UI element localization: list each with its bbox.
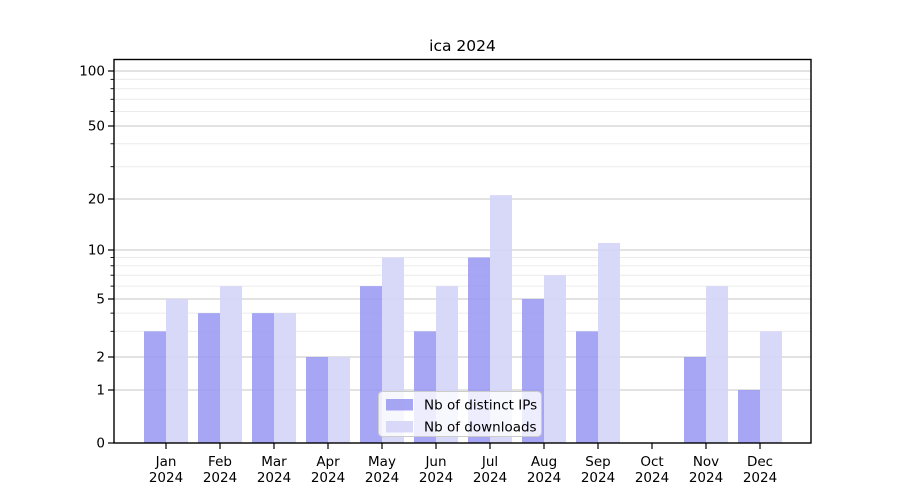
bar-distinct-ips-apr [306,357,328,443]
x-tick-label-month: Apr [316,454,340,470]
bar-distinct-ips-may [360,286,382,443]
x-tick-label-month: Oct [640,454,663,470]
x-tick-label-month: Mar [261,454,287,470]
axis-tick-marks [108,70,761,449]
y-axis-tick-labels: 0 1 2 5 10 20 50 100 [79,64,105,452]
bar-downloads-nov [706,286,728,443]
x-tick-label-month: Jul [481,454,498,470]
bar-downloads-apr [328,357,350,443]
bar-distinct-ips-nov [684,357,706,443]
bar-distinct-ips-sep [576,331,598,443]
chart-title: ica 2024 [429,37,496,55]
bar-downloads-jul [490,195,512,443]
y-tick-label: 0 [96,436,105,452]
y-tick-label: 20 [88,192,105,208]
bar-downloads-feb [220,286,242,443]
bar-distinct-ips-jan [144,331,166,443]
x-tick-label-year: 2024 [257,470,291,486]
x-tick-label-year: 2024 [743,470,777,486]
bar-downloads-dec [760,331,782,443]
x-tick-label-month: Jun [424,454,446,470]
x-tick-label-month: May [368,454,396,470]
y-tick-label: 2 [96,350,105,366]
x-tick-label-year: 2024 [689,470,723,486]
bar-downloads-sep [598,242,620,443]
x-tick-label-year: 2024 [527,470,561,486]
x-tick-label-year: 2024 [365,470,399,486]
y-tick-label: 50 [88,119,105,135]
bar-downloads-mar [274,313,296,443]
x-tick-label-year: 2024 [635,470,669,486]
x-tick-label-year: 2024 [203,470,237,486]
legend-box [378,391,542,437]
x-tick-label-year: 2024 [419,470,453,486]
legend: Nb of distinct IPs Nb of downloads [378,391,542,437]
bar-downloads-aug [544,275,566,443]
x-tick-label-year: 2024 [311,470,345,486]
x-tick-label-month: Dec [747,454,773,470]
x-tick-label-year: 2024 [473,470,507,486]
x-tick-label-month: Nov [693,454,719,470]
x-tick-label-year: 2024 [149,470,183,486]
legend-swatch-distinct-ips [386,399,413,411]
x-axis-tick-labels: Jan2024Feb2024Mar2024Apr2024May2024Jun20… [149,454,777,486]
legend-label-distinct-ips: Nb of distinct IPs [424,398,537,414]
bar-distinct-ips-dec [738,390,760,443]
bar-downloads-jan [166,299,188,443]
x-tick-label-month: Aug [531,454,557,470]
legend-label-downloads: Nb of downloads [424,420,537,436]
legend-swatch-downloads [386,421,413,433]
x-tick-label-year: 2024 [581,470,615,486]
plot-border [113,58,812,444]
y-tick-label: 100 [79,64,105,80]
y-tick-label: 10 [88,243,105,259]
x-tick-label-month: Sep [585,454,610,470]
bar-distinct-ips-mar [252,313,274,443]
x-tick-label-month: Feb [208,454,232,470]
y-tick-label: 1 [96,383,105,399]
bar-distinct-ips-feb [198,313,220,443]
x-tick-label-month: Jan [155,454,177,470]
y-tick-label: 5 [96,292,105,308]
bar-series-group [144,195,782,443]
